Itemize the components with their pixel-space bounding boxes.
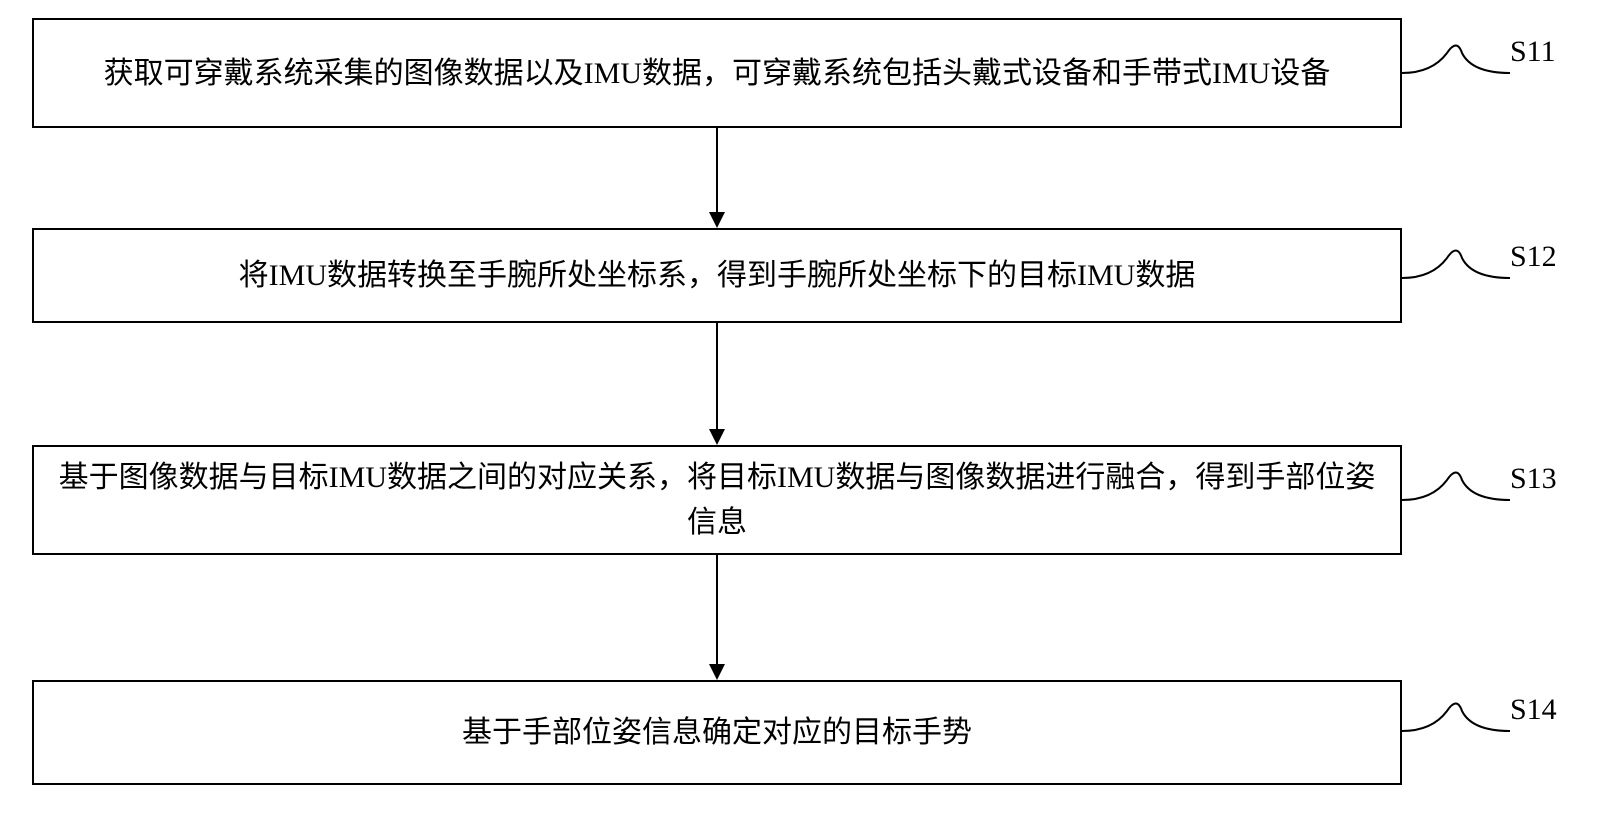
arrow-line-2 [716, 323, 718, 429]
curve-connector-s13 [1402, 455, 1510, 515]
step-box-s14: 基于手部位姿信息确定对应的目标手势 [32, 680, 1402, 785]
step-text-s14: 基于手部位姿信息确定对应的目标手势 [462, 710, 972, 755]
step-label-s12: S12 [1510, 240, 1557, 274]
step-box-s11: 获取可穿戴系统采集的图像数据以及IMU数据，可穿戴系统包括头戴式设备和手带式IM… [32, 18, 1402, 128]
step-text-s13: 基于图像数据与目标IMU数据之间的对应关系，将目标IMU数据与图像数据进行融合，… [54, 455, 1380, 545]
curve-connector-s11 [1402, 28, 1510, 88]
arrow-line-1 [716, 128, 718, 212]
flowchart-container: 获取可穿戴系统采集的图像数据以及IMU数据，可穿戴系统包括头戴式设备和手带式IM… [0, 0, 1602, 839]
step-label-s13: S13 [1510, 462, 1557, 496]
step-box-s13: 基于图像数据与目标IMU数据之间的对应关系，将目标IMU数据与图像数据进行融合，… [32, 445, 1402, 555]
step-text-s11: 获取可穿戴系统采集的图像数据以及IMU数据，可穿戴系统包括头戴式设备和手带式IM… [104, 51, 1331, 96]
arrow-line-3 [716, 555, 718, 664]
arrow-head-3 [709, 664, 725, 680]
arrow-head-2 [709, 429, 725, 445]
arrow-head-1 [709, 212, 725, 228]
step-label-s14: S14 [1510, 693, 1557, 727]
step-label-s11: S11 [1510, 35, 1556, 69]
curve-connector-s14 [1402, 686, 1510, 746]
step-box-s12: 将IMU数据转换至手腕所处坐标系，得到手腕所处坐标下的目标IMU数据 [32, 228, 1402, 323]
step-text-s12: 将IMU数据转换至手腕所处坐标系，得到手腕所处坐标下的目标IMU数据 [239, 253, 1196, 298]
curve-connector-s12 [1402, 233, 1510, 293]
